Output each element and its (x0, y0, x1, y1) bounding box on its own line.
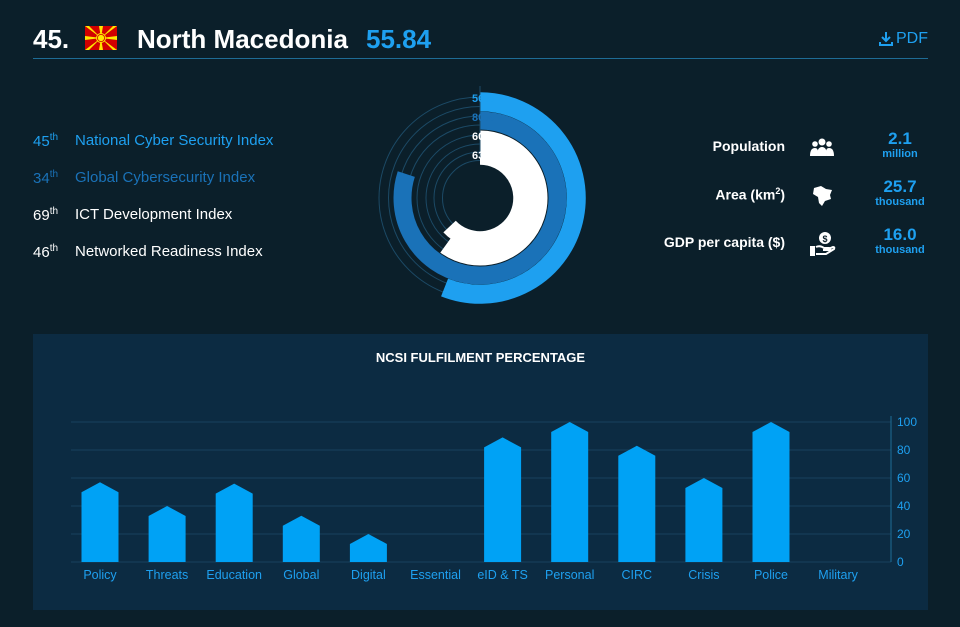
index-name: National Cyber Security Index (75, 132, 274, 149)
bar[interactable] (618, 445, 656, 562)
index-rank: 69th (33, 206, 59, 224)
bar[interactable] (215, 483, 253, 562)
ring-idi-arc (440, 130, 548, 266)
stat-gdp: GDP per capita ($) $ 16.0 thousand (600, 224, 930, 272)
index-rank: 46th (33, 243, 59, 261)
y-tick-label: 20 (897, 527, 911, 541)
bar[interactable] (752, 422, 790, 562)
index-name: Global Cybersecurity Index (75, 169, 256, 186)
stat-population: Population 2.1 million (600, 128, 930, 176)
index-name: ICT Development Index (75, 206, 233, 223)
bar[interactable] (81, 482, 119, 562)
y-tick-label: 100 (897, 415, 917, 429)
x-tick-label: eID & TS (477, 568, 527, 582)
bar[interactable] (349, 534, 387, 562)
x-tick-label: Police (754, 568, 788, 582)
money-hand-icon: $ (810, 232, 836, 256)
stat-area: Area (km2) 25.7 thousand (600, 176, 930, 224)
stat-value: 2.1 million (882, 129, 918, 161)
y-tick-label: 80 (897, 443, 911, 457)
map-icon (813, 186, 832, 206)
index-name: Networked Readiness Index (75, 243, 263, 260)
stat-value: 16.0 thousand (875, 225, 925, 257)
bar[interactable] (148, 506, 186, 562)
index-rank: 34th (33, 169, 59, 187)
ncsi-bar-chart: 0 20 40 60 80 100 Policy Threats Education Global… (71, 415, 917, 582)
ring-label-nri: 63% (471, 150, 494, 162)
country-header: 45. North Macedonia 55.84 PDF (33, 18, 928, 59)
stat-label: GDP per capita ($) (663, 234, 785, 250)
x-tick-label: Education (206, 568, 262, 582)
y-tick-label: 40 (897, 499, 911, 513)
index-rank: 45th (33, 132, 59, 150)
x-tick-label: Personal (545, 568, 594, 582)
x-tick-label: Threats (146, 568, 188, 582)
north-macedonia-flag-icon (85, 26, 117, 50)
pdf-download-button[interactable]: PDF (878, 30, 928, 48)
x-tick-label: CIRC (622, 568, 653, 582)
x-tick-label: Policy (83, 568, 117, 582)
country-rank: 45. (33, 24, 70, 54)
pdf-label: PDF (896, 30, 928, 47)
stat-label: Population (712, 138, 785, 154)
ring-label-ncsi: 56% (471, 93, 494, 105)
x-tick-label: Essential (410, 568, 461, 582)
svg-text:$: $ (822, 234, 827, 244)
bar[interactable] (551, 422, 589, 562)
x-tick-label: Military (818, 568, 858, 582)
bar[interactable] (282, 515, 320, 562)
y-tick-label: 60 (897, 471, 911, 485)
stat-value: 25.7 thousand (875, 177, 925, 209)
country-stats: Population 2.1 million Area (km2) 25.7 tho… (600, 128, 930, 272)
index-radial-chart: 56% 80% 60% 63% (368, 86, 592, 310)
download-icon (879, 32, 893, 46)
ncsi-fulfilment-panel: NCSI FULFILMENT PERCENTAGE 0 20 40 60 80 100 P… (33, 334, 928, 610)
ring-ncsi-arc (441, 92, 586, 304)
stat-label: Area (km2) (715, 186, 785, 203)
people-icon (810, 138, 834, 156)
country-score: 55.84 (366, 24, 432, 54)
ring-nri-arc (443, 147, 531, 249)
x-tick-label: Digital (351, 568, 386, 582)
bar[interactable] (484, 437, 522, 562)
ring-label-idi: 60% (471, 131, 494, 143)
bar[interactable] (685, 478, 723, 562)
y-tick-label: 0 (897, 555, 904, 569)
x-tick-label: Global (283, 568, 319, 582)
ring-gci-arc (393, 111, 567, 285)
ring-label-gci: 80% (471, 112, 494, 124)
x-tick-label: Crisis (688, 568, 719, 582)
chart-title: NCSI FULFILMENT PERCENTAGE (375, 350, 586, 365)
country-name: North Macedonia (137, 24, 348, 54)
